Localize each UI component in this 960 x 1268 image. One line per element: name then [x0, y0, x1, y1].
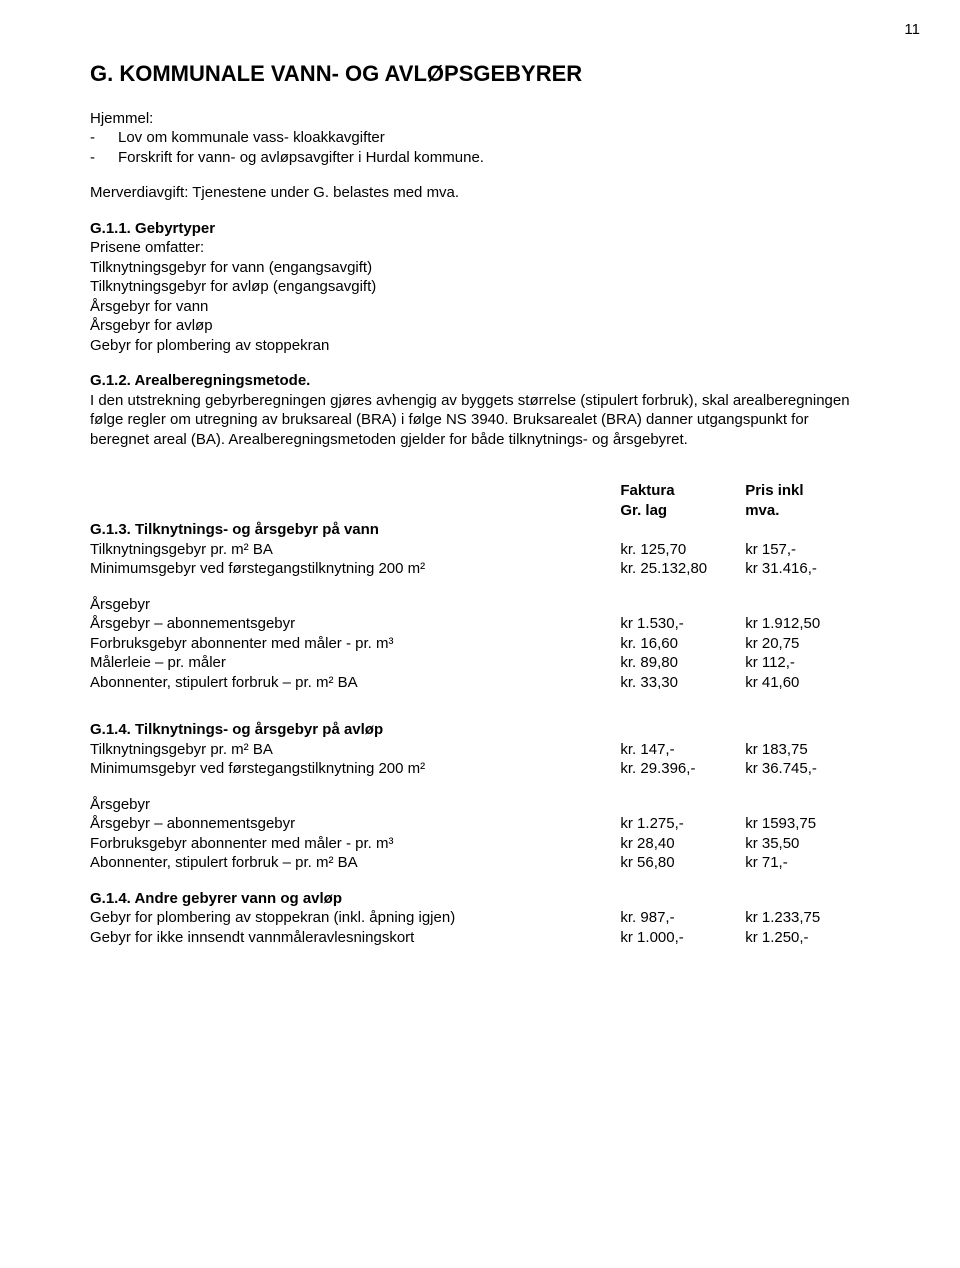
fee-table-vann: FakturaGr. lag Pris inklmva. G.1.3. Tilk… [90, 481, 870, 692]
hjemmel-item: Forskrift for vann- og avløpsavgifter i … [90, 148, 870, 168]
section-g11-head: G.1.1. Gebyrtyper [90, 219, 870, 239]
section-g12-head: G.1.2. Arealberegningsmetode. [90, 371, 870, 391]
col-head-faktura: FakturaGr. lag [620, 481, 745, 520]
fee-row: Gebyr for ikke innsendt vannmåleravlesni… [90, 928, 870, 948]
fee-row: Forbruksgebyr abonnenter med måler - pr.… [90, 834, 870, 854]
section-g14-head: G.1.4. Tilknytnings- og årsgebyr på avlø… [90, 720, 620, 740]
g11-item: Gebyr for plombering av stoppekran [90, 336, 870, 356]
fee-row: Målerleie – pr. måler kr. 89,80 kr 112,- [90, 653, 870, 673]
page-number: 11 [904, 20, 920, 40]
fee-row: Forbruksgebyr abonnenter med måler - pr.… [90, 634, 870, 654]
fee-row: Abonnenter, stipulert forbruk – pr. m² B… [90, 853, 870, 873]
fee-table-andre: G.1.4. Andre gebyrer vann og avløp Gebyr… [90, 889, 870, 948]
fee-row: Tilknytningsgebyr pr. m² BA kr. 125,70 k… [90, 540, 870, 560]
fee-row: Minimumsgebyr ved førstegangstilknytning… [90, 759, 870, 779]
g11-intro: Prisene omfatter: [90, 238, 870, 258]
mva-note: Merverdiavgift: Tjenestene under G. bela… [90, 183, 870, 203]
fee-row: Gebyr for plombering av stoppekran (inkl… [90, 908, 870, 928]
col-head-pris: Pris inklmva. [745, 481, 870, 520]
hjemmel-item: Lov om kommunale vass- kloakkavgifter [90, 128, 870, 148]
fee-table-avlop: G.1.4. Tilknytnings- og årsgebyr på avlø… [90, 720, 870, 873]
arsgebyr-label: Årsgebyr [90, 595, 620, 615]
g12-body: I den utstrekning gebyrberegningen gjøre… [90, 391, 870, 450]
fee-row: Tilknytningsgebyr pr. m² BA kr. 147,- kr… [90, 740, 870, 760]
arsgebyr-label: Årsgebyr [90, 795, 620, 815]
section-g13-head: G.1.3. Tilknytnings- og årsgebyr på vann [90, 520, 620, 540]
g11-item: Årsgebyr for vann [90, 297, 870, 317]
fee-row: Abonnenter, stipulert forbruk – pr. m² B… [90, 673, 870, 693]
g11-item: Tilknytningsgebyr for avløp (engangsavgi… [90, 277, 870, 297]
fee-row: Minimumsgebyr ved førstegangstilknytning… [90, 559, 870, 579]
fee-row: Årsgebyr – abonnementsgebyr kr 1.275,- k… [90, 814, 870, 834]
page-title: G. KOMMUNALE VANN- OG AVLØPSGEBYRER [90, 60, 870, 89]
g11-item: Årsgebyr for avløp [90, 316, 870, 336]
hjemmel-list: Lov om kommunale vass- kloakkavgifter Fo… [90, 128, 870, 167]
hjemmel-label: Hjemmel: [90, 109, 870, 129]
g11-list: Tilknytningsgebyr for vann (engangsavgif… [90, 258, 870, 356]
fee-row: Årsgebyr – abonnementsgebyr kr 1.530,- k… [90, 614, 870, 634]
section-g14b-head: G.1.4. Andre gebyrer vann og avløp [90, 889, 620, 909]
g11-item: Tilknytningsgebyr for vann (engangsavgif… [90, 258, 870, 278]
